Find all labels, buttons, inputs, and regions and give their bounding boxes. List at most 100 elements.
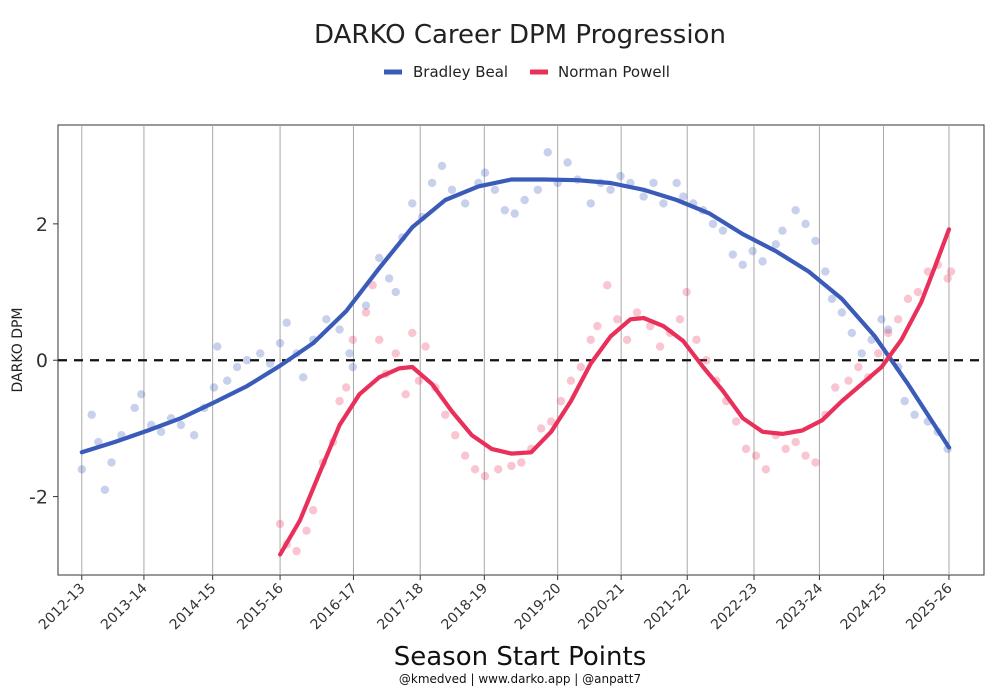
point-beal (910, 410, 919, 419)
x-axis-label: Season Start Points (394, 642, 647, 672)
point-beal (708, 219, 718, 229)
point-beal (639, 192, 648, 201)
x-tick-label: 2019-20 (512, 581, 565, 634)
point-beal (335, 325, 344, 334)
point-powell (308, 506, 318, 515)
point-beal (801, 219, 810, 229)
point-powell (401, 390, 410, 399)
point-powell (391, 349, 400, 358)
point-powell (546, 417, 556, 426)
point-powell (893, 315, 903, 324)
point-beal (107, 458, 116, 467)
point-beal (791, 206, 800, 215)
x-tick-label: 2017-18 (374, 581, 427, 634)
point-beal (659, 199, 668, 208)
point-beal (778, 226, 787, 235)
point-beal (563, 158, 572, 167)
point-powell (781, 444, 790, 454)
y-tick-label: 2 (36, 214, 48, 236)
point-powell (593, 321, 602, 331)
point-powell (361, 308, 371, 317)
plot-panel (57, 124, 985, 576)
point-beal (77, 465, 86, 474)
point-powell (576, 362, 586, 372)
point-powell (603, 281, 612, 290)
point-beal (130, 403, 139, 413)
point-powell (943, 274, 952, 283)
chart-caption: @kmedved | www.darko.app | @anpatt7 (399, 672, 641, 686)
point-beal (137, 390, 146, 399)
y-tick-label: -2 (29, 487, 48, 509)
point-beal (616, 171, 625, 181)
x-axis: 2012-13 2013-14 2014-15 2015-16 2016-17 2017-… (36, 575, 956, 633)
point-powell (692, 335, 701, 344)
x-tick-label: 2024-25 (838, 581, 891, 634)
point-powell (348, 335, 357, 344)
y-tick-label: 0 (36, 350, 48, 372)
point-beal (738, 260, 747, 269)
point-beal (533, 185, 543, 194)
point-powell (480, 471, 490, 481)
point-beal (391, 287, 400, 297)
point-powell (761, 465, 771, 474)
point-powell (566, 376, 576, 385)
chart-title: DARKO Career DPM Progression (314, 20, 726, 50)
point-beal (437, 161, 447, 171)
point-powell (451, 431, 460, 440)
point-beal (883, 325, 893, 334)
point-beal (649, 178, 658, 188)
x-tick-label: 2023-24 (774, 580, 827, 633)
point-powell (460, 451, 470, 460)
point-powell (811, 458, 820, 467)
point-beal (543, 148, 552, 157)
point-beal (771, 240, 780, 249)
point-powell (791, 437, 800, 447)
trend-line-beal (79, 177, 952, 455)
x-tick-label: 2015-16 (234, 580, 287, 633)
point-powell (408, 328, 417, 338)
point-powell (801, 451, 810, 460)
point-beal (209, 383, 219, 392)
point-powell (874, 349, 883, 358)
point-powell (335, 396, 344, 406)
point-beal (384, 274, 394, 283)
point-beal (827, 294, 837, 304)
point-powell (612, 315, 622, 324)
point-beal (510, 209, 519, 218)
x-tick-label: 2018-19 (438, 581, 491, 634)
point-powell (946, 267, 956, 276)
point-beal (375, 253, 384, 263)
point-powell (275, 519, 285, 529)
point-powell (903, 294, 913, 304)
point-beal (847, 328, 857, 338)
legend: Bradley Beal Norman Powell (384, 63, 670, 81)
point-powell (646, 321, 655, 331)
point-powell (741, 444, 751, 454)
point-powell (517, 458, 526, 467)
x-tick-label: 2012-13 (36, 581, 89, 634)
point-powell (622, 335, 632, 344)
point-beal (189, 431, 199, 440)
point-beal (275, 338, 285, 348)
point-beal (606, 185, 615, 194)
point-beal (460, 199, 470, 208)
x-tick-label: 2022-23 (708, 581, 761, 634)
point-powell (414, 376, 424, 385)
point-beal (586, 199, 595, 208)
point-powell (586, 335, 595, 344)
point-powell (493, 465, 503, 474)
point-beal (408, 199, 417, 208)
point-beal (718, 226, 728, 235)
point-beal (758, 257, 767, 266)
x-tick-label: 2016-17 (308, 581, 361, 634)
x-tick-label: 2014-15 (167, 581, 220, 634)
point-beal (242, 356, 252, 365)
point-beal (837, 308, 847, 317)
point-powell (470, 465, 480, 474)
point-beal (282, 318, 291, 327)
point-powell (854, 362, 863, 372)
point-beal (877, 315, 886, 324)
x-tick-label: 2021-22 (641, 581, 694, 634)
point-powell (675, 315, 685, 324)
